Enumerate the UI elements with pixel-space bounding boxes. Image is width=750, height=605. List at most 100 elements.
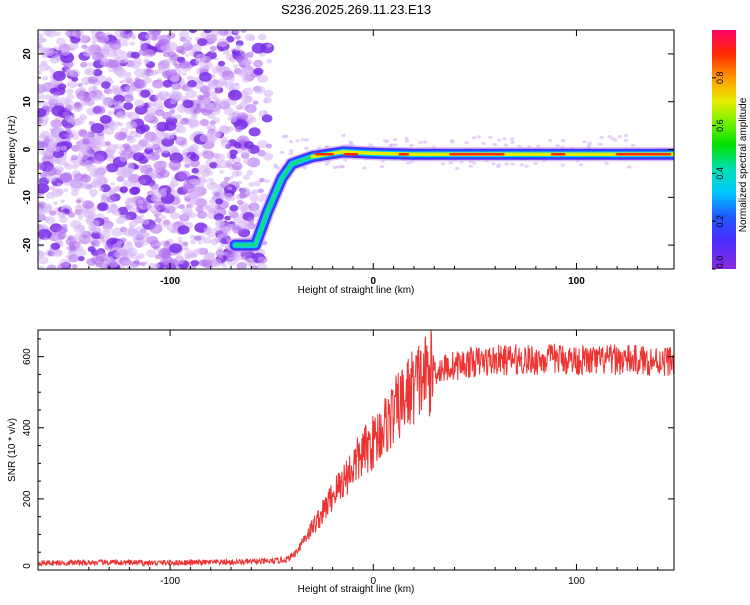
- noise-speckle: [41, 53, 48, 58]
- noise-speckle: [125, 111, 133, 118]
- noise-speckle: [189, 153, 200, 162]
- noise-speckle: [132, 208, 140, 213]
- noise-speckle: [96, 228, 101, 233]
- noise-speckle: [233, 64, 239, 68]
- noise-speckle: [496, 165, 501, 169]
- noise-speckle: [248, 127, 261, 137]
- noise-speckle: [38, 108, 47, 118]
- noise-speckle: [251, 42, 266, 54]
- noise-speckle: [129, 41, 136, 46]
- noise-speckle: [60, 214, 65, 218]
- noise-speckle: [610, 136, 615, 141]
- noise-speckle: [80, 230, 86, 235]
- noise-speckle: [149, 172, 154, 176]
- noise-speckle: [324, 162, 329, 166]
- noise-speckle: [134, 99, 145, 108]
- noise-speckle: [56, 182, 62, 187]
- noise-speckle: [91, 86, 98, 91]
- noise-speckle: [97, 94, 106, 101]
- noise-speckle: [122, 166, 133, 175]
- noise-speckle: [175, 128, 181, 133]
- noise-speckle: [54, 53, 62, 60]
- noise-speckle: [178, 30, 189, 39]
- noise-speckle: [280, 150, 285, 154]
- noise-speckle: [51, 105, 66, 117]
- noise-speckle: [211, 130, 223, 139]
- noise-speckle: [504, 162, 509, 166]
- noise-speckle: [90, 123, 105, 134]
- noise-speckle: [80, 61, 88, 68]
- noise-speckle: [199, 72, 212, 82]
- noise-speckle: [144, 113, 155, 122]
- snr-y-tick-label: 400: [22, 419, 33, 436]
- noise-speckle: [98, 187, 104, 192]
- noise-speckle: [108, 256, 114, 261]
- noise-speckle: [509, 137, 515, 141]
- noise-speckle: [205, 33, 217, 43]
- noise-speckle: [184, 250, 195, 259]
- noise-speckle: [144, 261, 149, 264]
- noise-speckle: [503, 143, 508, 147]
- noise-speckle: [38, 70, 43, 74]
- noise-speckle: [392, 138, 398, 142]
- noise-speckle: [232, 225, 243, 234]
- noise-speckle: [190, 190, 203, 200]
- noise-speckle: [215, 164, 222, 169]
- noise-speckle: [225, 126, 234, 132]
- noise-speckle: [109, 90, 114, 94]
- noise-speckle: [234, 82, 240, 86]
- noise-speckle: [213, 213, 224, 221]
- noise-speckle: [178, 236, 182, 240]
- noise-speckle: [190, 239, 197, 245]
- noise-speckle: [497, 138, 502, 142]
- noise-speckle: [55, 37, 66, 46]
- noise-speckle: [110, 182, 115, 186]
- noise-speckle: [197, 240, 203, 245]
- noise-speckle: [41, 83, 50, 90]
- noise-speckle: [182, 99, 194, 109]
- noise-speckle: [122, 243, 134, 252]
- noise-speckle: [295, 139, 300, 143]
- noise-speckle: [234, 46, 241, 52]
- noise-speckle: [82, 151, 87, 155]
- noise-speckle: [57, 263, 70, 269]
- noise-speckle: [38, 229, 52, 240]
- noise-speckle: [266, 43, 272, 48]
- noise-speckle: [113, 100, 125, 109]
- noise-speckle: [288, 152, 294, 156]
- noise-speckle: [232, 181, 237, 185]
- noise-speckle: [121, 79, 126, 84]
- noise-speckle: [109, 40, 122, 50]
- noise-speckle: [406, 161, 411, 165]
- noise-speckle: [55, 188, 64, 196]
- noise-speckle: [155, 109, 165, 117]
- noise-speckle: [256, 263, 268, 269]
- noise-speckle: [517, 144, 522, 148]
- snr-y-axis-label: SNR (10 * v/v): [7, 418, 18, 482]
- noise-speckle: [82, 200, 94, 209]
- noise-speckle: [50, 185, 56, 190]
- noise-speckle: [165, 132, 175, 140]
- noise-speckle: [124, 215, 132, 221]
- noise-speckle: [123, 102, 134, 110]
- noise-speckle: [116, 69, 128, 78]
- noise-speckle: [38, 94, 46, 100]
- noise-speckle: [216, 233, 224, 239]
- noise-speckle: [64, 132, 74, 139]
- colorbar: 0.0 0.2 0.4 0.6 0.8 Normalized spectral ampl…: [712, 30, 749, 270]
- noise-speckle: [215, 198, 224, 205]
- spectrogram-x-tick-label: 0: [370, 276, 376, 287]
- noise-speckle: [134, 132, 142, 138]
- noise-speckle: [64, 31, 71, 37]
- noise-speckle: [86, 62, 94, 67]
- noise-speckle: [362, 166, 367, 170]
- snr-x-axis-label: Height of straight line (km): [298, 584, 415, 595]
- noise-speckle: [368, 143, 373, 147]
- noise-speckle: [273, 164, 278, 168]
- noise-speckle: [169, 179, 180, 188]
- noise-speckle: [251, 265, 259, 269]
- noise-speckle: [158, 191, 167, 198]
- noise-speckle: [130, 198, 136, 203]
- noise-speckle: [623, 138, 629, 142]
- noise-speckle: [124, 76, 133, 83]
